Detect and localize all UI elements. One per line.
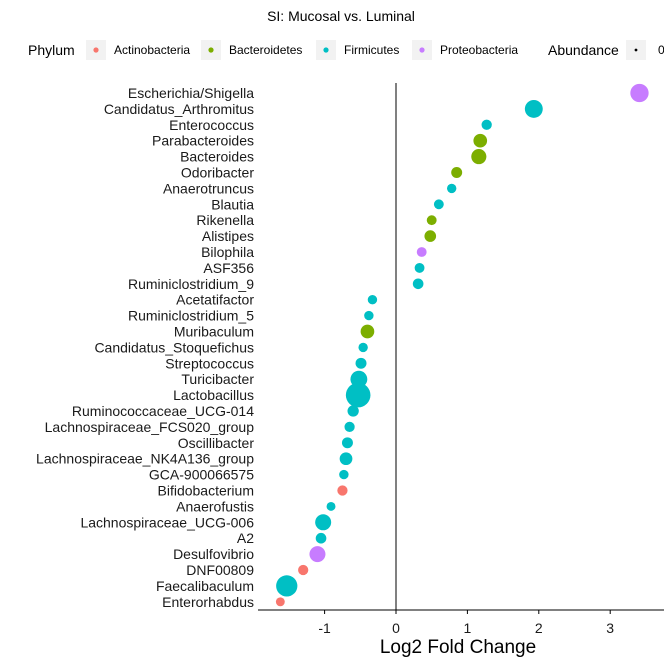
data-point — [341, 437, 353, 449]
legend-abundance-dot — [634, 48, 638, 52]
data-point — [424, 230, 437, 242]
data-point — [339, 469, 349, 480]
data-point — [315, 532, 327, 544]
y-tick-label: Turicibacter — [181, 371, 254, 387]
legend-abundance-label: 0 — [658, 43, 664, 57]
legend-phylum-entries: Actinobacteria Bacteroidetes Firmicutes Pro… — [86, 40, 518, 60]
data-point — [276, 575, 298, 597]
legend-label-firmicutes: Firmicutes — [344, 43, 399, 57]
y-tick-label: Enterorhabdus — [162, 594, 254, 610]
y-tick-label: Ruminiclostridium_5 — [128, 308, 254, 324]
y-tick-label: ASF356 — [203, 260, 254, 276]
x-axis: -1 0 1 2 3 — [258, 609, 664, 636]
legend-label-proteobacteria: Proteobacteria — [440, 43, 518, 57]
data-point — [412, 278, 424, 290]
data-point — [630, 83, 649, 103]
data-point — [433, 199, 444, 210]
data-point — [416, 247, 427, 257]
x-tick-label: 0 — [392, 620, 400, 636]
data-point — [451, 167, 463, 178]
y-tick-label: Enterococcus — [169, 117, 254, 133]
data-point — [347, 405, 359, 417]
data-point — [446, 183, 457, 194]
y-tick-label: Escherichia/Shigella — [128, 85, 254, 101]
legend-dot-firmicutes — [323, 47, 329, 53]
x-tick-label: 1 — [464, 620, 472, 636]
x-axis-label: Log2 Fold Change — [380, 637, 536, 658]
y-tick-label: Bacteroides — [180, 149, 254, 165]
legend-label-bacteroidetes: Bacteroidetes — [229, 43, 302, 57]
y-tick-label: Bifidobacterium — [158, 483, 255, 499]
y-tick-label: Oscillibacter — [178, 435, 255, 451]
plot-area — [275, 83, 649, 610]
x-tick-label: 3 — [606, 620, 614, 636]
y-tick-label: Bilophila — [201, 244, 254, 260]
legend-dot-actinobacteria — [93, 47, 99, 53]
y-tick-label: Lachnospiraceae_NK4A136_group — [36, 451, 254, 467]
data-point — [345, 382, 371, 408]
y-tick-label: Desulfovibrio — [173, 546, 254, 562]
x-tick-label: -1 — [318, 620, 331, 636]
data-point — [298, 564, 309, 576]
legend-phylum-title: Phylum — [28, 42, 75, 58]
y-axis-tick-labels: Escherichia/ShigellaCandidatus_Arthromit… — [36, 85, 254, 610]
data-point — [471, 149, 487, 165]
data-point — [414, 262, 425, 273]
data-point — [326, 501, 336, 511]
y-tick-label: Odoribacter — [181, 165, 254, 181]
legend-dot-proteobacteria — [419, 47, 425, 53]
data-point — [358, 342, 368, 353]
data-point — [367, 295, 378, 305]
y-tick-label: Candidatus_Stoquefichus — [94, 339, 254, 355]
data-point — [426, 215, 437, 226]
data-point — [309, 546, 326, 563]
y-tick-label: Acetatifactor — [176, 292, 254, 308]
y-tick-label: A2 — [237, 530, 254, 546]
y-tick-label: Candidatus_Arthromitus — [104, 101, 254, 117]
y-tick-label: Blautia — [211, 196, 254, 212]
y-tick-label: Ruminococcaceae_UCG-014 — [72, 403, 254, 419]
data-point — [337, 485, 348, 496]
y-tick-label: Ruminiclostridium_9 — [128, 276, 254, 292]
y-tick-label: Alistipes — [202, 228, 254, 244]
y-tick-label: Faecalibaculum — [156, 578, 254, 594]
data-point — [481, 119, 492, 130]
data-point — [339, 452, 353, 466]
y-tick-label: Anaerofustis — [176, 498, 254, 514]
legend-dot-bacteroidetes — [208, 47, 214, 53]
y-tick-label: Parabacteroides — [152, 133, 254, 149]
y-tick-label: Anaerotruncus — [163, 180, 254, 196]
data-point — [360, 324, 375, 339]
data-point — [344, 421, 355, 433]
legend-label-actinobacteria: Actinobacteria — [114, 43, 190, 57]
y-tick-label: Streptococcus — [165, 355, 254, 371]
y-tick-label: Muribaculum — [174, 324, 254, 340]
legend-abundance-title: Abundance — [548, 42, 619, 58]
legend: Phylum Actinobacteria Bacteroidetes Firmic… — [28, 40, 664, 60]
data-point — [473, 133, 488, 148]
y-tick-label: Rikenella — [196, 212, 254, 228]
data-point — [315, 514, 332, 531]
y-tick-label: Lactobacillus — [173, 387, 254, 403]
y-tick-label: Lachnospiraceae_FCS020_group — [45, 419, 255, 435]
data-point — [364, 310, 374, 321]
y-tick-label: DNF00809 — [186, 562, 254, 578]
chart-title: SI: Mucosal vs. Luminal — [267, 8, 415, 24]
y-tick-label: Lachnospiraceae_UCG-006 — [80, 514, 254, 530]
data-point — [524, 99, 543, 118]
data-point — [275, 597, 285, 607]
data-point — [355, 357, 367, 369]
y-tick-label: GCA-900066575 — [149, 467, 254, 483]
x-tick-label: 2 — [535, 620, 543, 636]
